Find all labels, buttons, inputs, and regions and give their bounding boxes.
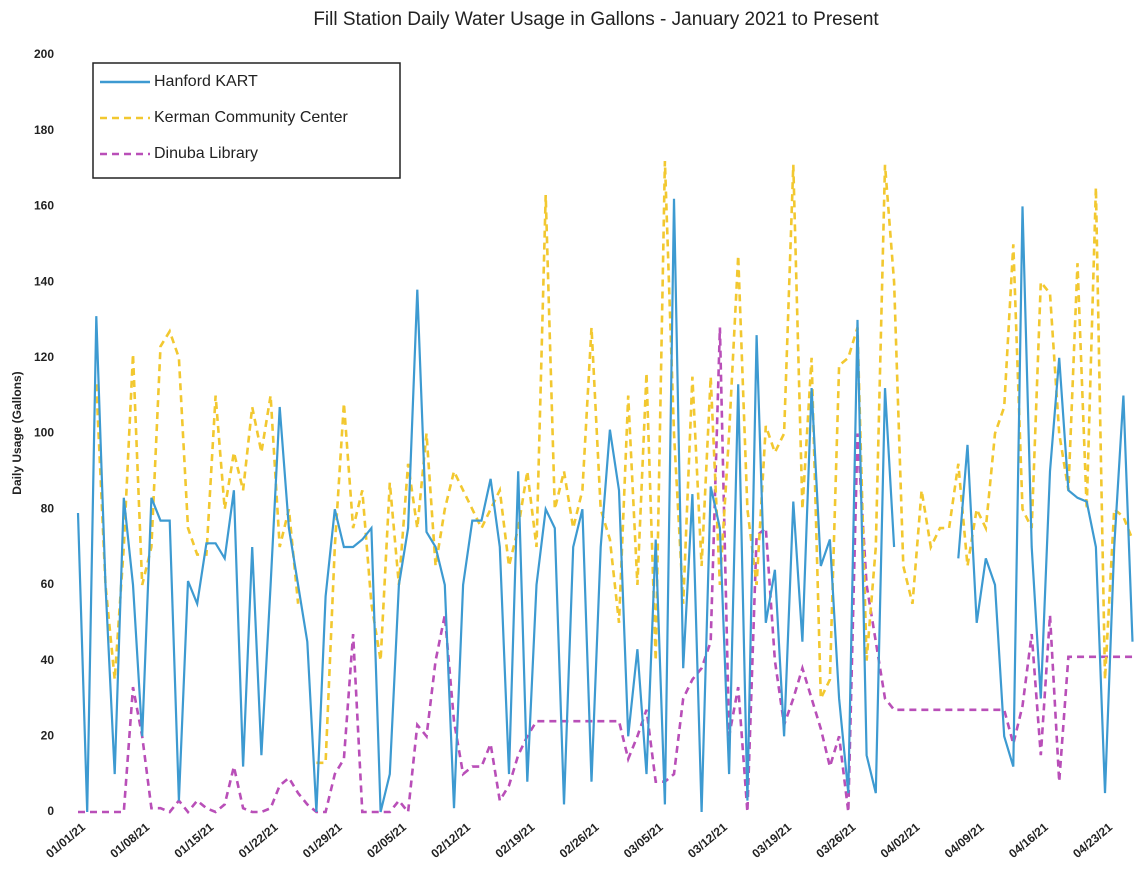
y-tick-label: 100 [34,426,54,440]
x-tick-label: 01/22/21 [236,820,281,861]
y-tick-label: 160 [34,199,54,213]
y-tick-label: 120 [34,350,54,364]
y-tick-label: 40 [41,653,55,667]
x-tick-label: 04/16/21 [1006,820,1051,861]
x-tick-label: 02/26/21 [557,820,602,861]
x-tick-label: 01/08/21 [107,820,152,861]
x-tick-label: 03/26/21 [813,820,858,861]
x-tick-label: 03/05/21 [621,820,666,861]
x-tick-label: 03/19/21 [749,820,794,861]
legend-label: Kerman Community Center [154,109,349,126]
y-tick-label: 180 [34,123,54,137]
series-line [95,160,1134,765]
y-tick-label: 80 [41,501,55,515]
series-line [78,327,1133,816]
y-axis-label: Daily Usage (Gallons) [10,371,24,494]
legend-label: Dinuba Library [154,145,258,162]
series-line [76,198,1134,813]
x-tick-label: 02/12/21 [428,820,473,861]
x-tick-label: 04/09/21 [942,820,987,861]
x-tick-label: 03/12/21 [685,820,730,861]
y-tick-label: 20 [41,728,55,742]
y-tick-label: 60 [41,577,55,591]
x-tick-label: 04/02/21 [878,820,923,861]
chart-title: Fill Station Daily Water Usage in Gallon… [313,9,879,30]
x-tick-label: 01/15/21 [172,820,217,861]
y-tick-label: 0 [47,804,54,818]
x-tick-label: 02/19/21 [493,820,538,861]
x-tick-label: 01/01/21 [43,820,88,861]
y-tick-label: 200 [34,47,54,61]
legend-label: Hanford KART [154,73,258,90]
x-tick-label: 04/23/21 [1070,820,1115,861]
y-tick-label: 140 [34,274,54,288]
x-tick-label: 01/29/21 [300,820,345,861]
x-tick-label: 02/05/21 [364,820,409,861]
